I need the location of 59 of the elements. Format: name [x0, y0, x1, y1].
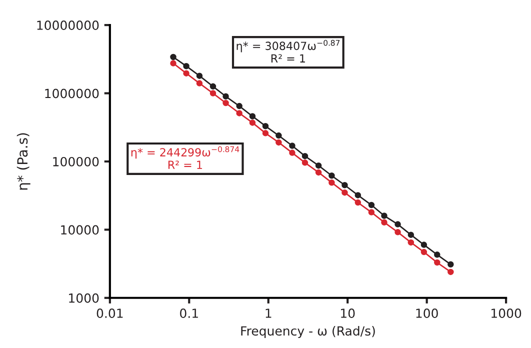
point: [328, 172, 335, 179]
y-tick-label: 100000: [53, 156, 99, 166]
point: [262, 122, 269, 130]
text: η* = 244299ω$^{−0.874}$ R² = 1: [131, 146, 240, 169]
point: [354, 199, 362, 206]
point: [289, 142, 296, 149]
point: [210, 90, 216, 96]
x-tick-label: 1: [266, 308, 272, 318]
point: [276, 132, 282, 139]
point: [434, 252, 440, 258]
x-tick-label: 0.1: [180, 308, 198, 318]
point: [342, 189, 348, 196]
point: [183, 70, 190, 76]
point: [420, 248, 428, 256]
point: [315, 169, 322, 176]
x-tick-label: 0.01: [96, 308, 123, 318]
x-tick-label: 1000: [492, 308, 522, 318]
point: [302, 152, 308, 160]
point: [276, 139, 282, 146]
point: [315, 162, 322, 169]
point: [448, 268, 454, 276]
point: [448, 261, 454, 268]
point: [394, 229, 401, 236]
point: [222, 100, 229, 106]
point: [196, 72, 203, 79]
point: [236, 110, 242, 116]
point: [222, 93, 229, 100]
point: [368, 202, 375, 208]
point: [354, 192, 362, 198]
y-axis-title: η* (Pa.s): [16, 133, 30, 190]
x-tick-label: 10: [341, 308, 355, 318]
point: [368, 209, 375, 216]
point: [183, 62, 190, 70]
point: [236, 102, 242, 110]
point: [249, 113, 256, 120]
point: [196, 80, 203, 86]
point: [434, 259, 440, 266]
point: [262, 130, 269, 136]
point: [408, 239, 414, 246]
point: [328, 179, 335, 186]
y-tick-label: 10000000: [37, 20, 99, 30]
point: [210, 83, 216, 90]
point: [289, 150, 296, 156]
point: [249, 120, 256, 126]
point: [381, 212, 388, 219]
point: [302, 160, 308, 166]
point: [394, 221, 401, 228]
point: [381, 219, 388, 226]
y-tick-label: 1000: [69, 293, 99, 303]
point: [408, 232, 414, 238]
point: [170, 54, 176, 60]
point: [170, 60, 176, 66]
x-tick-label: 100: [416, 308, 438, 318]
point: [342, 182, 348, 188]
point: [420, 242, 428, 248]
x-axis-title: Frequency - ω (Rad/s): [241, 326, 375, 338]
text: η* = 308407ω$^{−0.87}$ R² = 1: [236, 40, 340, 62]
y-tick-label: 1000000: [45, 88, 99, 98]
y-tick-label: 10000: [61, 225, 99, 235]
